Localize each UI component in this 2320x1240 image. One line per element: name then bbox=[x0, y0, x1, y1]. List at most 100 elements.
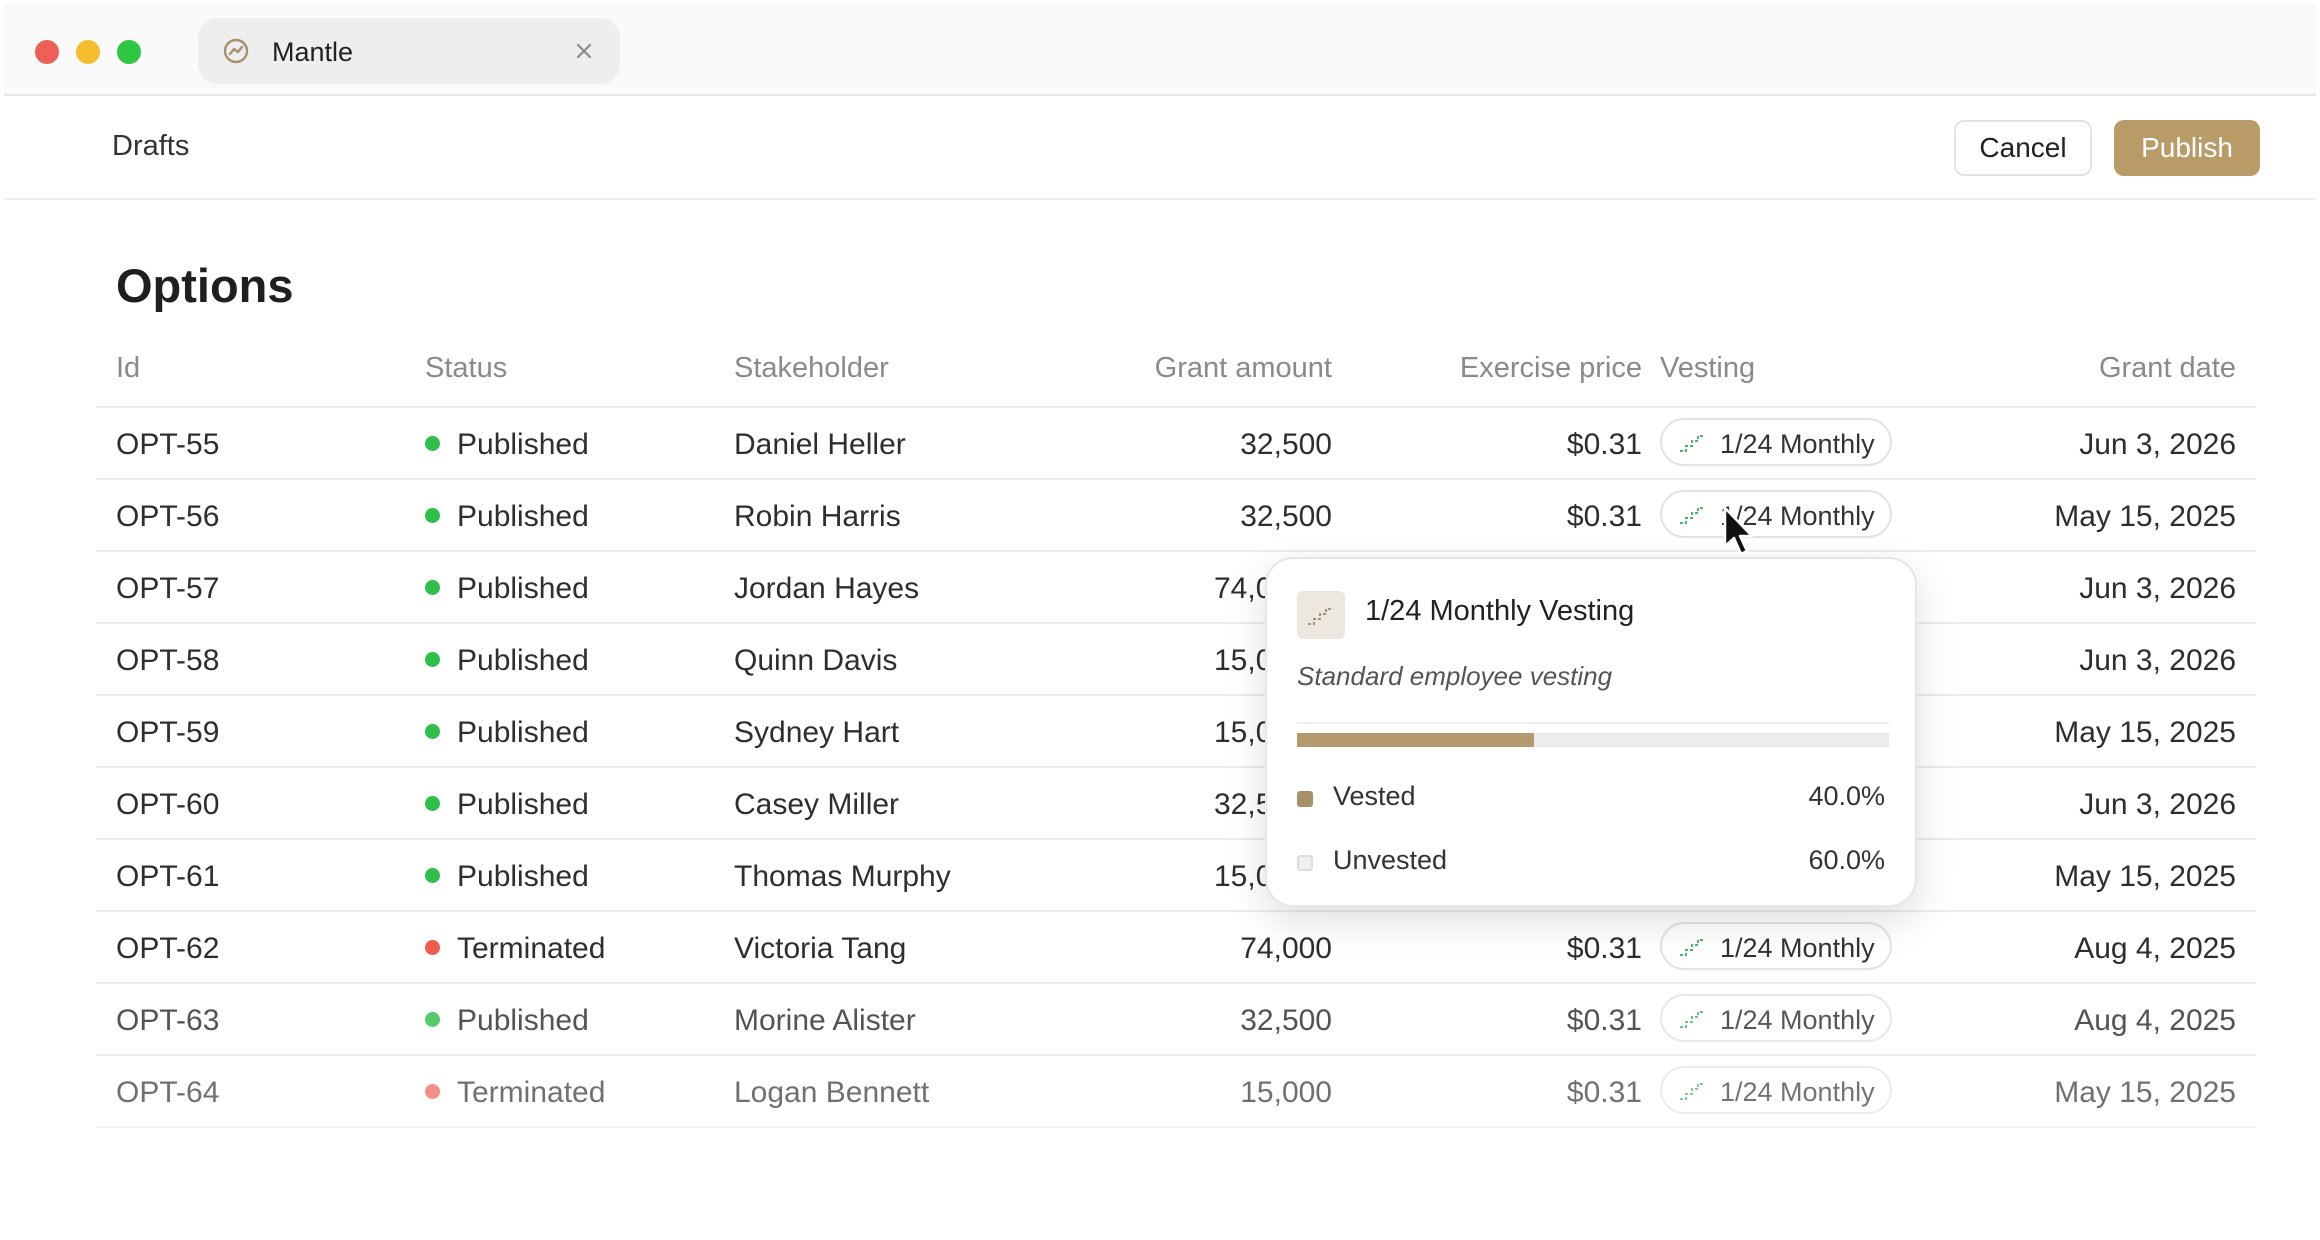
cell-id[interactable]: OPT-64 bbox=[116, 1076, 220, 1109]
table-row[interactable]: OPT-60 Published Casey Miller 32,5 Jun 3, 20… bbox=[96, 768, 2256, 840]
cell-grant-amount: 32,500 bbox=[1240, 500, 1332, 533]
table-row[interactable]: OPT-62 Terminated Victoria Tang 74,000 $0.31… bbox=[96, 912, 2256, 984]
cell-status: Published bbox=[457, 1004, 589, 1037]
cell-stakeholder[interactable]: Robin Harris bbox=[734, 500, 901, 533]
cell-stakeholder[interactable]: Jordan Hayes bbox=[734, 572, 920, 605]
cell-stakeholder[interactable]: Morine Alister bbox=[734, 1004, 916, 1037]
cell-grant-amount: 15,0 bbox=[1214, 716, 1273, 749]
page-header: Drafts Cancel Publish bbox=[4, 98, 2316, 200]
column-header-grant-date[interactable]: Grant date bbox=[2098, 352, 2236, 384]
stairs-icon bbox=[1680, 1083, 1705, 1100]
unvested-label: Unvested bbox=[1333, 845, 1448, 875]
cell-id[interactable]: OPT-57 bbox=[116, 572, 220, 605]
popover-description: Standard employee vesting bbox=[1297, 661, 1613, 691]
vesting-label: 1/24 Monthly bbox=[1720, 1077, 1875, 1107]
status-dot bbox=[425, 1084, 440, 1099]
vesting-label: 1/24 Monthly bbox=[1720, 933, 1875, 963]
cell-id[interactable]: OPT-58 bbox=[116, 644, 220, 677]
cell-status: Terminated bbox=[457, 1076, 606, 1109]
cell-grant-amount: 32,500 bbox=[1240, 428, 1332, 461]
page-title: Options bbox=[116, 259, 294, 312]
cell-id[interactable]: OPT-61 bbox=[116, 860, 220, 893]
cell-stakeholder[interactable]: Casey Miller bbox=[734, 788, 900, 821]
cell-id[interactable]: OPT-56 bbox=[116, 500, 220, 533]
vesting-label: 1/24 Monthly bbox=[1720, 501, 1875, 531]
status-dot bbox=[425, 1012, 440, 1027]
status-dot bbox=[425, 868, 440, 883]
column-header-stakeholder[interactable]: Stakeholder bbox=[734, 352, 889, 384]
cell-stakeholder[interactable]: Daniel Heller bbox=[734, 428, 906, 461]
cell-stakeholder[interactable]: Logan Bennett bbox=[734, 1076, 930, 1109]
column-header-vesting[interactable]: Vesting bbox=[1660, 352, 1756, 384]
stairs-icon bbox=[1680, 1011, 1705, 1028]
publish-button[interactable]: Publish bbox=[2114, 120, 2260, 176]
cell-id[interactable]: OPT-63 bbox=[116, 1004, 220, 1037]
cancel-button[interactable]: Cancel bbox=[1954, 120, 2092, 176]
table-row[interactable]: OPT-59 Published Sydney Hart 15,0 May 15, 20… bbox=[96, 696, 2256, 768]
cell-grant-date: May 15, 2025 bbox=[2054, 716, 2236, 749]
vesting-progress-bar bbox=[1297, 733, 1889, 747]
breadcrumb[interactable]: Drafts bbox=[112, 130, 190, 162]
stairs-icon bbox=[1680, 507, 1705, 524]
cell-status: Published bbox=[457, 716, 589, 749]
vesting-pill[interactable]: 1/24 Monthly bbox=[1660, 922, 1892, 970]
cell-grant-date: Aug 4, 2025 bbox=[2074, 932, 2236, 965]
cell-status: Published bbox=[457, 644, 589, 677]
column-header-grant-amount[interactable]: Grant amount bbox=[1154, 352, 1332, 384]
cell-stakeholder[interactable]: Sydney Hart bbox=[734, 716, 900, 749]
stairs-icon bbox=[1680, 939, 1705, 956]
cell-stakeholder[interactable]: Victoria Tang bbox=[734, 932, 907, 965]
table-row[interactable]: OPT-61 Published Thomas Murphy 15,0 May 15, … bbox=[96, 840, 2256, 912]
cell-grant-amount: 32,500 bbox=[1240, 1004, 1332, 1037]
vesting-pill[interactable]: 1/24 Monthly bbox=[1660, 490, 1892, 538]
minimize-window-button[interactable] bbox=[76, 40, 100, 64]
cell-grant-date: Aug 4, 2025 bbox=[2074, 1004, 2236, 1037]
vesting-popover: 1/24 Monthly Vesting Standard employee v… bbox=[1265, 557, 1917, 907]
cell-stakeholder[interactable]: Quinn Davis bbox=[734, 644, 898, 677]
cell-grant-amount: 74,0 bbox=[1214, 572, 1273, 605]
column-header-exercise-price[interactable]: Exercise price bbox=[1459, 352, 1642, 384]
close-icon[interactable] bbox=[570, 37, 598, 65]
cell-id[interactable]: OPT-62 bbox=[116, 932, 220, 965]
popover-title: 1/24 Monthly Vesting bbox=[1365, 595, 1635, 627]
stairs-icon bbox=[1308, 608, 1333, 625]
cell-grant-amount: 32,5 bbox=[1214, 788, 1273, 821]
vesting-progress-fill bbox=[1297, 733, 1534, 747]
table-row[interactable]: OPT-64 Terminated Logan Bennett 15,000 $0.31… bbox=[96, 1056, 2256, 1128]
table-row[interactable]: OPT-57 Published Jordan Hayes 74,0 Jun 3, 20… bbox=[96, 552, 2256, 624]
vesting-pill[interactable]: 1/24 Monthly bbox=[1660, 994, 1892, 1042]
cell-grant-date: Jun 3, 2026 bbox=[2079, 428, 2236, 461]
cell-exercise-price: $0.31 bbox=[1566, 932, 1642, 965]
column-header-id[interactable]: Id bbox=[116, 352, 141, 384]
cell-id[interactable]: OPT-59 bbox=[116, 716, 220, 749]
cell-grant-date: Jun 3, 2026 bbox=[2079, 788, 2236, 821]
table-body: OPT-55 Published Daniel Heller 32,500 $0.31 … bbox=[96, 408, 2256, 1128]
column-header-status[interactable]: Status bbox=[425, 352, 508, 384]
stairs-icon bbox=[1680, 435, 1705, 452]
cell-grant-date: May 15, 2025 bbox=[2054, 1076, 2236, 1109]
maximize-window-button[interactable] bbox=[117, 40, 141, 64]
status-dot bbox=[425, 652, 440, 667]
table-row[interactable]: OPT-58 Published Quinn Davis 15,0 Jun 3, 202… bbox=[96, 624, 2256, 696]
cell-grant-amount: 15,000 bbox=[1240, 1076, 1332, 1109]
cell-grant-amount: 15,0 bbox=[1214, 860, 1273, 893]
vested-label: Vested bbox=[1333, 781, 1416, 811]
table-row[interactable]: OPT-55 Published Daniel Heller 32,500 $0.31 … bbox=[96, 408, 2256, 480]
table-row[interactable]: OPT-56 Published Robin Harris 32,500 $0.31 1… bbox=[96, 480, 2256, 552]
cell-id[interactable]: OPT-55 bbox=[116, 428, 220, 461]
table-row[interactable]: OPT-63 Published Morine Alister 32,500 $0.31… bbox=[96, 984, 2256, 1056]
options-table: Id Status Stakeholder Grant amount Exerc… bbox=[96, 338, 2256, 1128]
close-window-button[interactable] bbox=[35, 40, 59, 64]
cell-status: Published bbox=[457, 500, 589, 533]
browser-tab[interactable]: Mantle bbox=[198, 18, 620, 84]
cell-status: Terminated bbox=[457, 932, 606, 965]
cell-id[interactable]: OPT-60 bbox=[116, 788, 220, 821]
vesting-pill[interactable]: 1/24 Monthly bbox=[1660, 1066, 1892, 1114]
cell-exercise-price: $0.31 bbox=[1566, 500, 1642, 533]
cell-grant-date: Jun 3, 2026 bbox=[2079, 644, 2236, 677]
vesting-pill[interactable]: 1/24 Monthly bbox=[1660, 418, 1892, 466]
unvested-swatch bbox=[1297, 855, 1313, 871]
cell-stakeholder[interactable]: Thomas Murphy bbox=[734, 860, 951, 893]
pointer-cursor-icon bbox=[1723, 506, 1754, 556]
